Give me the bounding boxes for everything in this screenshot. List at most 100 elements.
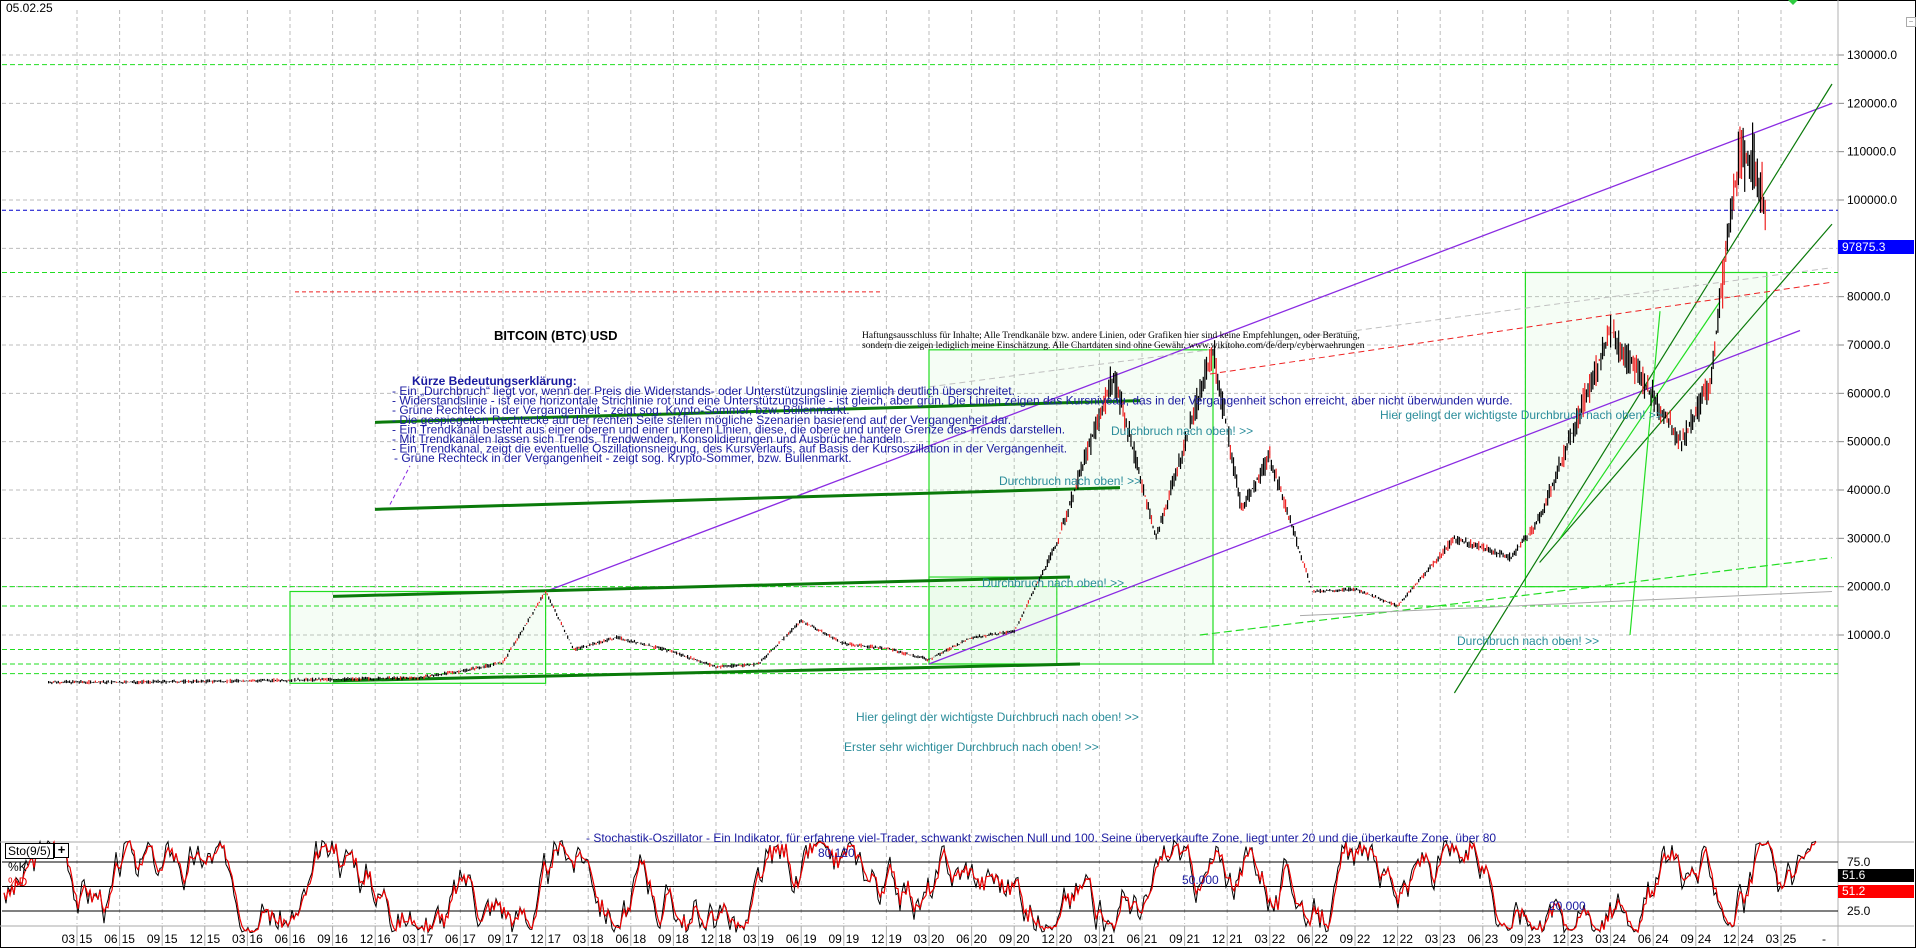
x-tick-month: 03 (1595, 932, 1609, 946)
d-line (3, 839, 1817, 934)
y-tick-label: 40000.0 (1847, 483, 1891, 497)
x-tick-month: 06 (445, 932, 459, 946)
disclaimer-line-1: Haftungsausschluss für Inhalte; Alle Tre… (862, 330, 1360, 341)
legend-line: - Mit Trendkanälen lassen sich Trends, T… (392, 432, 906, 446)
x-tick-month: 06 (956, 932, 970, 946)
trend-line[interactable] (1199, 557, 1833, 636)
legend-line: - Ein „Durchbruch“ liegt vor, wenn der P… (392, 384, 1015, 398)
x-tick-month: 03 (232, 932, 246, 946)
trend-line[interactable] (1629, 311, 1661, 636)
legend-heading: Kürze Bedeutungserklärung: (412, 374, 577, 388)
x-tick-year: 25 (1783, 932, 1797, 946)
oscillator-annotation: 50.000 (1182, 873, 1219, 887)
disclaimer-line-2: sondern die zeigen lediglich meine Einsc… (862, 341, 1365, 351)
x-tick-year: 17 (505, 932, 519, 946)
trend-line[interactable] (928, 329, 1801, 665)
x-tick-month: 09 (1510, 932, 1524, 946)
trend-line[interactable] (879, 267, 1833, 394)
x-tick-year: 19 (888, 932, 902, 946)
oscillator-tick-label: 25.0 (1847, 904, 1871, 918)
x-tick-year: 15 (122, 932, 136, 946)
x-tick-month: 12 (1723, 932, 1737, 946)
x-tick-year: 19 (846, 932, 860, 946)
trend-line[interactable] (1209, 281, 1833, 375)
chart-title: BITCOIN (BTC) USD (494, 328, 618, 343)
x-tick-year: 16 (377, 932, 391, 946)
x-tick-year: 23 (1485, 932, 1499, 946)
x-tick-month: 12 (1553, 932, 1567, 946)
x-tick-month: 09 (1169, 932, 1183, 946)
x-tick-year: 17 (420, 932, 434, 946)
x-tick-month: 12 (1382, 932, 1396, 946)
last-price-tag: 97875.3 (1838, 240, 1914, 254)
x-tick-month: 09 (658, 932, 672, 946)
x-tick-month: 12 (1041, 932, 1055, 946)
breakout-annotation: Durchbruch nach oben! >> (999, 474, 1141, 488)
breakout-annotation: Hier gelingt der wichtigste Durchbruch n… (1380, 408, 1663, 422)
x-tick-year: 15 (207, 932, 221, 946)
x-tick-year: 19 (803, 932, 817, 946)
indicator-name-button[interactable]: Sto(9/5) (5, 843, 54, 859)
x-tick-month: 06 (1297, 932, 1311, 946)
x-tick-year: 20 (1059, 932, 1073, 946)
oscillator-annotation: 20.000 (1549, 899, 1586, 913)
trend-line[interactable] (1539, 223, 1833, 563)
x-tick-year: 18 (718, 932, 732, 946)
y-tick-label: 110000.0 (1847, 145, 1896, 159)
x-tick-month: 06 (1127, 932, 1141, 946)
x-tick-month: 06 (786, 932, 800, 946)
add-indicator-button[interactable]: + (54, 843, 69, 858)
legend-line: - Ein Trendkanal besteht aus einer obere… (392, 423, 1065, 437)
breakout-annotation: Hier gelingt der wichtigste Durchbruch n… (856, 710, 1139, 724)
x-tick-month: 03 (743, 932, 757, 946)
y-tick-label: 70000.0 (1847, 338, 1891, 352)
y-tick-label: 130000.0 (1847, 48, 1897, 62)
x-tick-year: 15 (164, 932, 178, 946)
x-tick-month: 12 (360, 932, 374, 946)
y-tick-label: 10000.0 (1847, 628, 1891, 642)
trend-line[interactable] (545, 102, 1833, 593)
legend-line: - Die gespiegelten Rechtecke auf der rec… (392, 413, 1011, 427)
trend-line[interactable] (389, 465, 411, 505)
trend-line[interactable] (374, 399, 1141, 424)
x-tick-year: 16 (249, 932, 263, 946)
x-tick-year: 24 (1740, 932, 1754, 946)
x-tick-month: 12 (1212, 932, 1226, 946)
x-tick-year: 24 (1655, 932, 1669, 946)
x-tick-month: 09 (1340, 932, 1354, 946)
trend-line[interactable] (374, 486, 1121, 511)
x-tick-year: 20 (1016, 932, 1030, 946)
x-tick-month: 06 (615, 932, 629, 946)
breakout-annotation: Durchbruch nach oben! >> (1457, 634, 1599, 648)
x-tick-month: 09 (828, 932, 842, 946)
trend-line[interactable] (1299, 591, 1833, 617)
x-tick-year: 17 (548, 932, 562, 946)
breakout-annotation: Durchbruch nach oben! >> (1111, 424, 1253, 438)
x-tick-month: 03 (1084, 932, 1098, 946)
x-tick-month: 03 (1254, 932, 1268, 946)
x-tick-year: 17 (462, 932, 476, 946)
y-tick-label: 80000.0 (1847, 290, 1891, 304)
breakout-annotation: Erster sehr wichtiger Durchbruch nach ob… (844, 740, 1099, 754)
x-tick-month: 03 (914, 932, 928, 946)
trend-line[interactable] (332, 662, 1081, 683)
x-tick-year: 22 (1272, 932, 1286, 946)
x-tick-year: 20 (931, 932, 945, 946)
x-tick-month: 03 (573, 932, 587, 946)
x-tick-year: 19 (761, 932, 775, 946)
x-tick-year: 21 (1144, 932, 1158, 946)
trend-line[interactable] (1559, 301, 1721, 539)
y-tick-label: 50000.0 (1847, 435, 1891, 449)
collapse-button[interactable]: − (1906, 17, 1916, 27)
x-tick-month: 03 (62, 932, 76, 946)
trend-line[interactable] (332, 575, 1071, 598)
x-tick-year: 15 (79, 932, 93, 946)
d-value-tag: 51.2 (1838, 885, 1914, 898)
stochastic-note: - Stochastik-Oszillator - Ein Indikator,… (586, 831, 1496, 845)
breakout-annotation: Durchbruch nach oben! >> (982, 576, 1124, 590)
x-tick-year: 22 (1314, 932, 1328, 946)
x-tick-year: 16 (335, 932, 349, 946)
legend-line: - Grüne Rechteck in der Vergangenheit - … (394, 451, 852, 465)
x-tick-year: 23 (1442, 932, 1456, 946)
